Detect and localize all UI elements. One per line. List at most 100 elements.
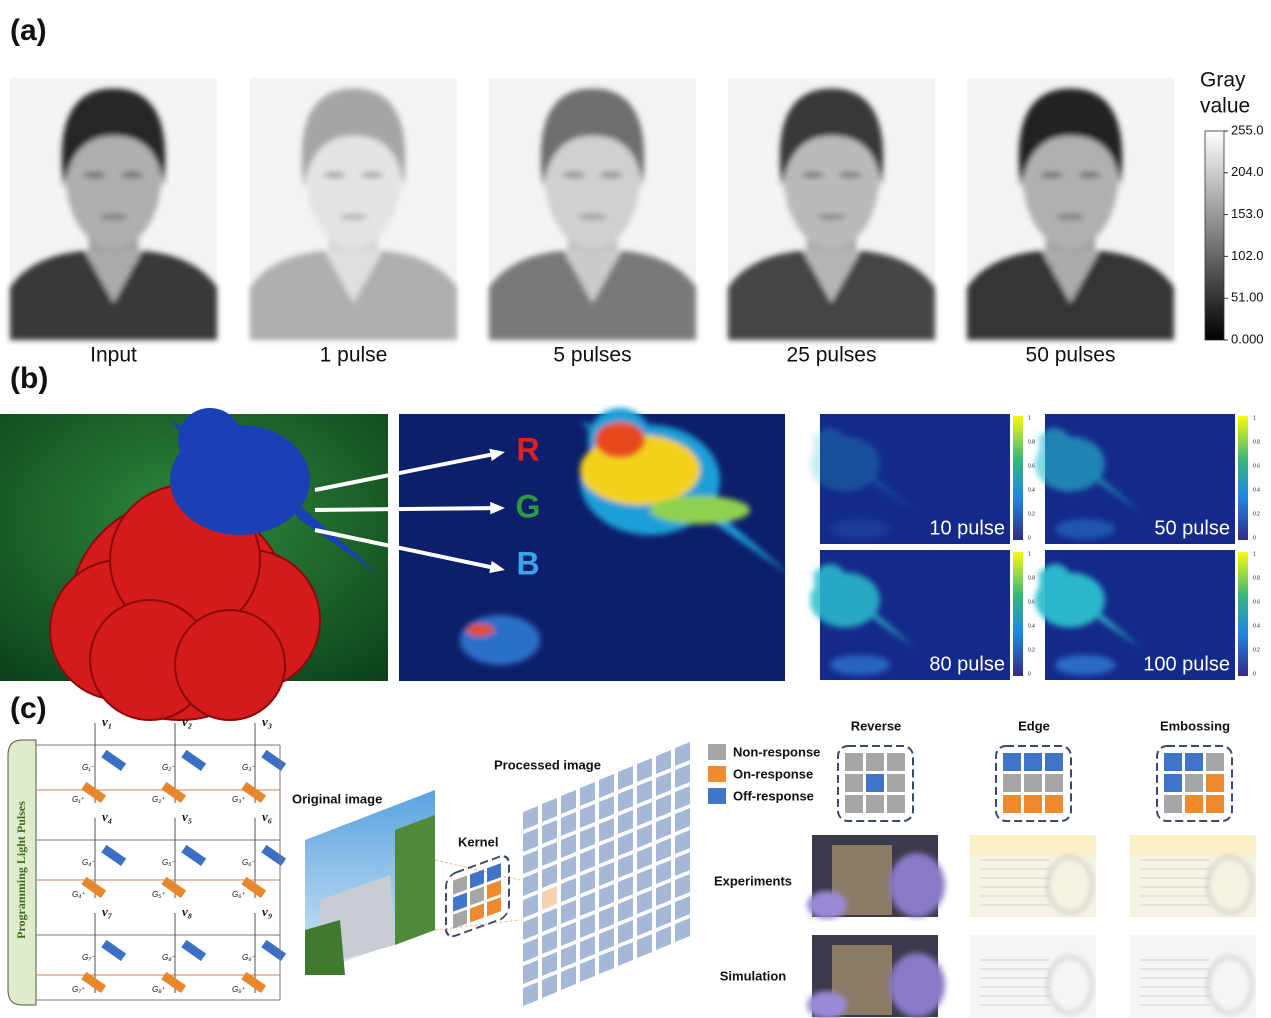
voltage-label: v₁ [102,714,112,729]
kernel-cell [1003,753,1021,771]
grid-cell [618,876,633,900]
voltage-label: v₄ [102,809,112,824]
heat [810,564,915,675]
grid-cell [542,842,557,866]
grid-cell [656,750,671,774]
kernel-cell [845,753,863,771]
colorbar-title: value [1200,95,1250,118]
projection [434,859,521,881]
kernel-box [995,745,1072,822]
device-on [161,781,187,803]
voltage-label: v₂ [182,714,192,729]
kernel-cell [866,774,884,792]
grid-cell [637,802,652,826]
grid-cell [618,898,633,922]
mouth [817,213,846,220]
grid-cell [542,886,557,910]
kernel-cell [487,897,501,917]
grid-cell [618,832,633,856]
grid-cell [561,900,576,924]
grid-cell [656,816,671,840]
hair [61,88,166,189]
colorbar-tick-label: 0 [1253,535,1256,541]
kernel-box [445,855,510,938]
conductance-label: G₃⁻ [242,763,256,772]
grid-cell [637,758,652,782]
device-off [181,749,207,771]
kernel-cell [1003,795,1021,813]
grid-cell [656,904,671,928]
tint [1130,835,1256,855]
pulse-map: 1 0.8 0.6 0.4 0.2 0 10 pulse [810,414,1035,544]
bird-beak [810,434,819,444]
grid-cell [542,974,557,998]
result-image [1130,935,1256,1017]
collar [802,250,861,304]
conductance-label: G₁⁻ [82,763,95,772]
face-image [10,78,217,340]
kernel-cell [887,753,905,771]
conductance-label: G₃⁺ [232,795,246,804]
conductance-label: G₄⁻ [82,858,96,867]
grid-cell [656,838,671,862]
kernel-cell [487,863,501,883]
hair [301,88,406,189]
grid-cell [675,764,690,788]
face-image [728,78,935,340]
heat-low [460,615,540,665]
processed-grid [523,742,690,1006]
conductance-label: G₈⁺ [152,985,166,994]
grid-cell [599,862,614,886]
kernel-cell [887,795,905,813]
grid-cell [599,818,614,842]
grid-cell [599,950,614,974]
mouth [578,213,607,220]
voltage-label: v₉ [262,904,273,919]
colorbar-title: Gray [1200,69,1246,92]
colorbar-tick-label: 0.8 [1028,575,1035,581]
heat [460,408,790,665]
bird-head [1039,564,1071,596]
kernel-box [837,745,914,822]
device-on [241,781,267,803]
result-image [970,935,1096,1017]
kernel-cell [866,753,884,771]
conductance-label: G₉⁺ [232,985,246,994]
image-caption: 25 pulses [787,344,877,367]
grid-cell [523,960,538,984]
grid-cell [675,808,690,832]
colorbar [1238,416,1248,540]
grid-cell [542,952,557,976]
edge-foliage [1046,855,1094,915]
colorbar-tick-label: 0.4 [1028,487,1035,493]
colorbar-tick-label: 0 [1028,535,1031,541]
face-image [967,78,1174,340]
conductance-label: G₈⁻ [162,953,176,962]
grid-cell [656,772,671,796]
device-off [181,844,207,866]
image-bg [1130,935,1256,1017]
kernel-cell [1045,774,1063,792]
grid-cell [580,914,595,938]
head [305,106,402,249]
grid-cell [675,742,690,766]
grid-cell [656,882,671,906]
grid-cell [523,872,538,896]
section-label: Kernel [458,834,498,849]
panel-label: (a) [10,14,47,47]
projection [434,919,521,931]
arrow-head [489,448,505,461]
arrow-head [489,560,505,574]
bird-beak [1035,570,1044,580]
pulse-map: 1 0.8 0.6 0.4 0.2 0 80 pulse [810,550,1035,680]
grid-cell [523,828,538,852]
face [728,88,935,340]
colorbar-tick-label: 51.00 [1231,290,1264,305]
colorbar-tick-label: 1 [1028,551,1031,557]
eye [562,171,585,178]
collar [84,250,143,304]
bird-tail [860,464,915,512]
grid-cell [580,936,595,960]
row-label: Simulation [720,968,787,983]
